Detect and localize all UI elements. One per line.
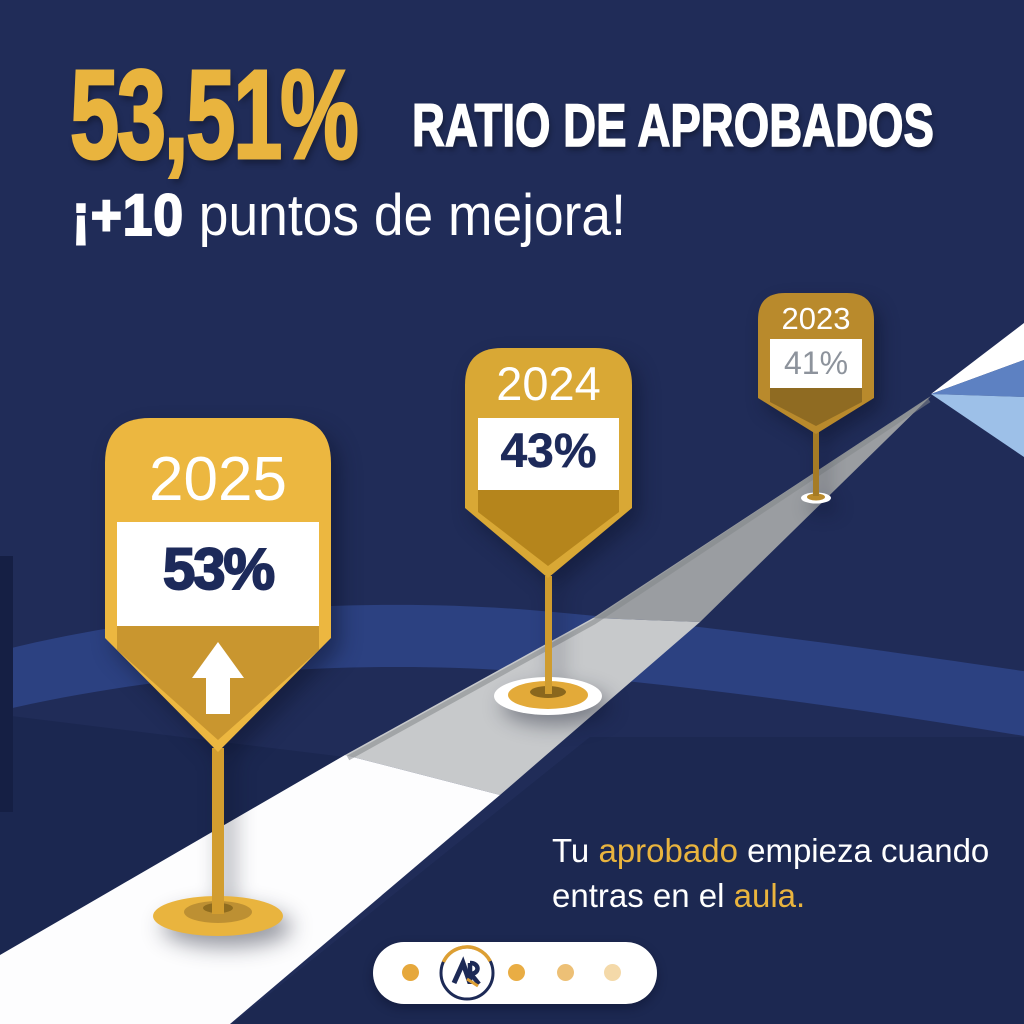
milestone-2023-value-label: 41%	[783, 345, 849, 381]
caption-part3: entras en el	[552, 877, 734, 914]
pin-body-2024-inner-shade	[478, 490, 619, 566]
milestone-2023-year-label: 2023	[781, 301, 851, 336]
up-arrow-icon	[192, 642, 244, 714]
carousel-dot-2[interactable]	[508, 964, 525, 981]
pin-value-box-2023	[770, 339, 862, 388]
pagination-pill	[373, 942, 657, 1004]
logo-gold-arc	[439, 945, 495, 1001]
caption-highlight-aula: aula.	[733, 877, 806, 914]
pin-stem-2025	[212, 748, 224, 914]
headline-subtitle: ¡+10 puntos de mejora!	[71, 183, 626, 249]
paper-plane-graphic	[931, 323, 1024, 457]
brand-logo-icon	[439, 945, 495, 1001]
up-arrow-head	[192, 642, 244, 678]
milestone-pin-2023	[758, 293, 874, 504]
paper-plane-bottom-wing	[931, 394, 1024, 457]
brand-logo	[437, 943, 497, 1003]
road-segment-near	[0, 755, 500, 1024]
subtitle-bold-part: ¡+10	[71, 183, 184, 249]
paper-plane-top-wing	[931, 323, 1024, 394]
up-arrow-shaft	[206, 676, 230, 714]
logo-letter-a	[451, 956, 473, 985]
headline-stat: 53,51%	[69, 44, 360, 185]
caption-part1: Tu	[552, 832, 599, 869]
caption-highlight-aprobado: aprobado	[598, 832, 738, 869]
carousel-dot-4[interactable]	[604, 964, 621, 981]
carousel-dot-1[interactable]	[402, 964, 419, 981]
pin-body-2023-inner-shade	[770, 388, 862, 426]
milestone-pin-2024	[465, 348, 632, 715]
milestone-pin-2025	[105, 418, 331, 936]
logo-gold-slash	[466, 977, 479, 988]
pin-stem-2023	[813, 430, 819, 496]
carousel-dot-3[interactable]	[557, 964, 574, 981]
headline-title: RATIO DE APROBADOS	[411, 92, 934, 159]
subtitle-rest-part: puntos de mejora!	[183, 183, 626, 248]
pin-value-box-2024	[478, 418, 619, 490]
page-edge-shadow	[0, 556, 13, 812]
caption-text: Tu aprobado empieza cuando entras en el …	[552, 828, 992, 918]
background-shade-left	[0, 714, 345, 957]
milestone-2025-value-label: 53%	[162, 537, 276, 603]
caption-part2: empieza cuando	[737, 832, 990, 869]
pin-base-2023-center	[807, 493, 825, 501]
milestone-2025-year-label: 2025	[149, 445, 287, 514]
pin-stem-2024	[545, 576, 552, 694]
milestone-2024-year-label: 2024	[496, 357, 601, 410]
paper-plane-body	[931, 360, 1024, 397]
milestone-2024-value-label: 43%	[500, 425, 597, 478]
pin-value-box-2025	[117, 522, 319, 626]
